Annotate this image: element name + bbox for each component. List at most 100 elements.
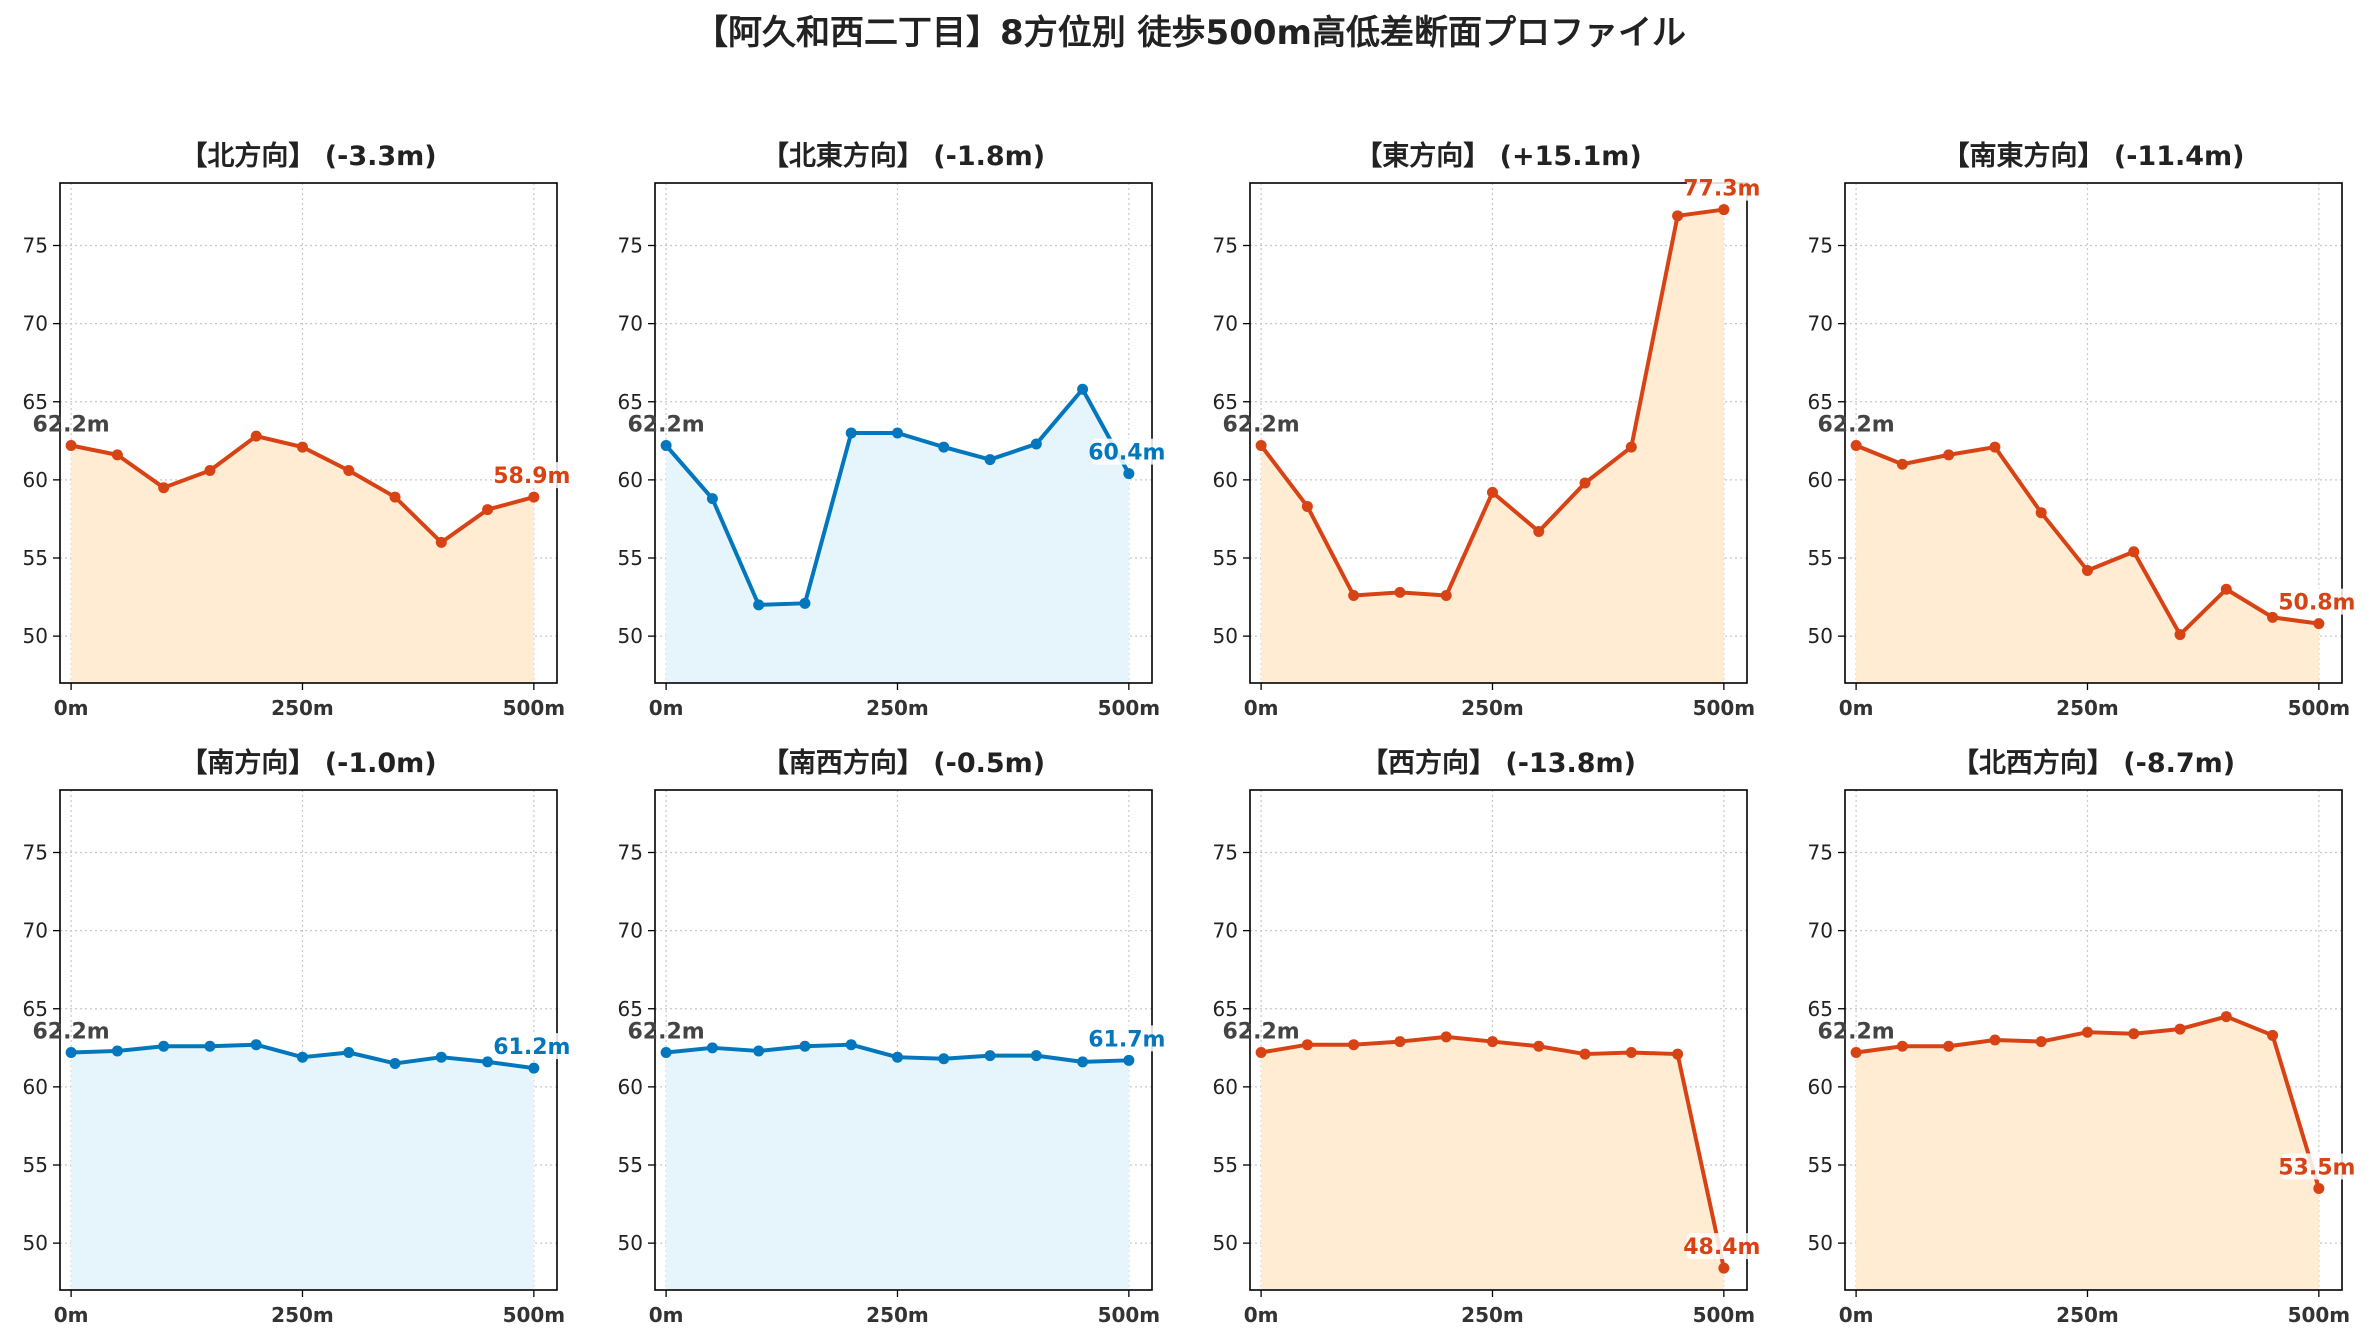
panel-1: 【北方向】 (-3.3m) 50 55 60 65 70 75 0m 250m 500m 62.2m… [23, 140, 571, 720]
panel-3: 【東方向】 (+15.1m) 50 55 60 65 70 75 0m 250m 500m 62.2… [1213, 140, 1761, 720]
panel-title: 【南西方向】 (-0.5m) [762, 747, 1045, 779]
y-tick-label: 65 [618, 997, 643, 1021]
axes-frame [1249, 182, 1748, 684]
data-point [2128, 546, 2140, 558]
data-point [2081, 1026, 2093, 1038]
panel-title: 【北東方向】 (-1.8m) [762, 140, 1045, 172]
y-tick-label: 55 [23, 1153, 48, 1177]
x-tick-label: 500m [503, 696, 566, 720]
y-tick-label: 75 [1213, 234, 1238, 258]
data-point [2081, 565, 2093, 576]
data-point [660, 440, 672, 451]
data-point [845, 427, 857, 439]
data-point [1943, 449, 1955, 461]
area-fill [1856, 445, 2319, 683]
data-point [296, 1051, 308, 1063]
end-label-box [1686, 1233, 1757, 1260]
data-point [1486, 1036, 1498, 1048]
end-label-box [2281, 1153, 2352, 1180]
x-tick-label: 500m [1098, 696, 1161, 720]
y-tick-label: 55 [1213, 546, 1238, 570]
axes-frame [654, 182, 1153, 684]
x-tick-label: 250m [1461, 1303, 1524, 1327]
data-point [2313, 618, 2325, 630]
y-tick-label: 50 [1213, 1231, 1238, 1255]
start-value-label: 62.2m [1817, 1020, 1894, 1045]
start-value-label: 62.2m [1817, 413, 1894, 438]
x-tick-label: 250m [2056, 696, 2119, 720]
data-point [2174, 1023, 2186, 1035]
data-point [158, 482, 170, 494]
y-tick-label: 65 [618, 390, 643, 414]
end-value-label: 58.9m [493, 464, 570, 489]
x-tick-label: 0m [1244, 1303, 1279, 1327]
panel-title: 【南東方向】 (-11.4m) [1942, 140, 2244, 172]
x-tick-label: 250m [866, 696, 929, 720]
data-point [1672, 210, 1684, 222]
y-tick-label: 70 [1808, 919, 1833, 943]
data-point [1077, 1056, 1089, 1068]
end-value-label: 48.4m [1683, 1235, 1760, 1260]
x-tick-label: 0m [54, 696, 89, 720]
y-tick-label: 65 [23, 997, 48, 1021]
y-tick-label: 65 [1808, 390, 1833, 414]
data-point [528, 491, 540, 503]
data-point [938, 441, 950, 453]
data-point [1989, 441, 2001, 453]
end-value-label: 53.5m [2278, 1155, 2355, 1180]
y-tick-label: 60 [618, 468, 643, 492]
data-point [984, 454, 996, 466]
data-point [1625, 1047, 1637, 1058]
area-fill [666, 389, 1129, 683]
y-tick-label: 70 [1213, 919, 1238, 943]
start-value-label: 62.2m [1222, 413, 1299, 438]
end-value-label: 77.3m [1683, 177, 1760, 202]
data-point [1030, 438, 1042, 450]
data-point [1348, 590, 1360, 601]
data-point [2220, 583, 2232, 595]
start-value-label: 62.2m [627, 1020, 704, 1045]
y-tick-label: 65 [1213, 390, 1238, 414]
y-tick-label: 70 [1213, 312, 1238, 336]
x-tick-label: 500m [503, 1303, 566, 1327]
area-fill [1856, 1016, 2319, 1290]
y-tick-label: 70 [618, 312, 643, 336]
y-tick-label: 75 [1808, 234, 1833, 258]
y-tick-label: 70 [618, 919, 643, 943]
data-point [1301, 500, 1313, 512]
data-point [1301, 1039, 1313, 1051]
data-point [1255, 440, 1267, 451]
y-tick-label: 75 [1808, 841, 1833, 865]
data-point [250, 430, 262, 442]
y-tick-label: 50 [618, 624, 643, 648]
y-tick-label: 55 [1213, 1153, 1238, 1177]
y-tick-label: 50 [1213, 624, 1238, 648]
data-point [2174, 629, 2186, 641]
axes-frame [59, 182, 558, 684]
end-value-label: 60.4m [1088, 441, 1165, 466]
y-tick-label: 60 [1808, 1075, 1833, 1099]
data-point [1077, 383, 1089, 395]
data-point [891, 1051, 903, 1063]
panel-title: 【南方向】 (-1.0m) [180, 747, 436, 779]
data-point [389, 1057, 401, 1069]
data-point [1718, 204, 1730, 216]
y-tick-label: 50 [1808, 1231, 1833, 1255]
y-tick-label: 60 [23, 1075, 48, 1099]
y-tick-label: 75 [23, 841, 48, 865]
x-tick-label: 500m [1098, 1303, 1161, 1327]
area-fill [71, 436, 534, 683]
end-label-box [1091, 1025, 1162, 1052]
data-point [799, 1040, 811, 1052]
y-tick-label: 75 [618, 234, 643, 258]
data-point [1896, 458, 1908, 470]
panel-4: 【南東方向】 (-11.4m) 50 55 60 65 70 75 0m 250m 500m 62.… [1808, 140, 2356, 720]
data-point [706, 493, 718, 505]
y-tick-label: 55 [1808, 546, 1833, 570]
data-point [1440, 590, 1452, 601]
data-point [528, 1062, 540, 1074]
data-point [1718, 1262, 1730, 1274]
data-point [1672, 1048, 1684, 1060]
y-tick-label: 65 [1808, 997, 1833, 1021]
